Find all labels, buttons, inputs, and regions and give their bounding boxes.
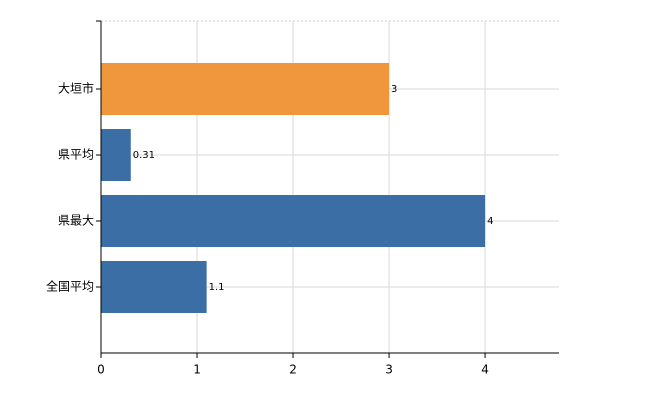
bar bbox=[101, 129, 131, 181]
y-tick-label: 県最大 bbox=[58, 214, 94, 228]
x-tick-label: 4 bbox=[481, 363, 489, 377]
y-tick-label: 県平均 bbox=[58, 148, 94, 162]
x-tick-label: 2 bbox=[289, 363, 297, 377]
bar bbox=[101, 261, 207, 313]
y-tick-label: 大垣市 bbox=[58, 81, 94, 96]
x-tick-label: 1 bbox=[193, 363, 201, 377]
value-label: 3 bbox=[391, 84, 397, 95]
value-label: 0.31 bbox=[133, 150, 155, 161]
y-tick-label: 全国平均 bbox=[46, 279, 94, 294]
x-tick-label: 3 bbox=[385, 363, 393, 377]
bar bbox=[101, 195, 486, 247]
value-label: 1.1 bbox=[209, 282, 225, 293]
x-tick-label: 0 bbox=[97, 363, 105, 377]
value-label: 4 bbox=[487, 216, 493, 227]
bar bbox=[101, 63, 390, 115]
